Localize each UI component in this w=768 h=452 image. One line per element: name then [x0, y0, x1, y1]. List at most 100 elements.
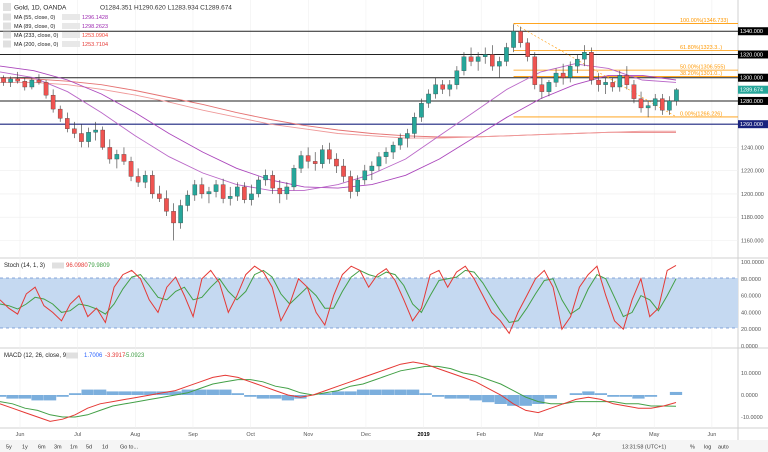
candle-body — [213, 184, 219, 192]
stoch-d-value: 79.9809 — [88, 263, 110, 269]
scale-option-button[interactable]: auto — [718, 445, 729, 451]
indicator-value: 1296.1428 — [82, 15, 108, 21]
macd-histogram-bar — [144, 391, 157, 395]
scale-option-button[interactable]: % — [690, 445, 695, 451]
macd-histogram-bar — [569, 393, 582, 395]
candle-body — [454, 70, 460, 85]
macd-histogram-bar — [68, 393, 82, 395]
settings-icon[interactable] — [52, 262, 64, 269]
price-axis[interactable] — [738, 0, 768, 258]
candle-body — [72, 128, 77, 134]
range-button[interactable]: 1m — [70, 445, 78, 451]
candle-body — [312, 161, 318, 164]
candle-body — [65, 118, 70, 129]
candle-body — [475, 56, 481, 62]
candle-body — [397, 137, 403, 146]
scale-option-button[interactable]: log — [704, 445, 711, 451]
collapse-icon[interactable] — [3, 3, 11, 11]
macd-histogram-bar — [532, 395, 545, 404]
candle-body — [419, 103, 424, 118]
candle-body — [1, 77, 6, 83]
range-button[interactable]: 5d — [86, 445, 92, 451]
range-button[interactable]: 3m — [54, 445, 62, 451]
candle-body — [575, 58, 580, 67]
candle-body — [157, 193, 162, 199]
macd-histogram-bar — [81, 389, 94, 395]
range-button[interactable]: 1d — [102, 445, 108, 451]
visibility-icon[interactable] — [3, 40, 11, 48]
candle-body — [171, 211, 176, 224]
candle-body — [50, 94, 56, 110]
candle-body — [291, 168, 297, 188]
candle-body — [249, 193, 254, 200]
candle-body — [192, 184, 198, 196]
stoch-tick-label: 40.0000 — [741, 310, 761, 316]
candle-body — [610, 82, 615, 88]
candle-body — [582, 52, 587, 60]
visibility-icon[interactable] — [3, 13, 11, 21]
time-tick-label: Apr — [592, 432, 601, 438]
range-button[interactable]: 1y — [22, 445, 28, 451]
visibility-icon[interactable] — [3, 22, 11, 30]
settings-icon[interactable] — [62, 14, 80, 20]
macd-histogram-bar — [469, 395, 482, 401]
price-label-box — [738, 120, 768, 129]
candle-body — [270, 175, 275, 189]
candle-body — [121, 154, 127, 162]
settings-icon[interactable] — [66, 352, 78, 359]
macd-histogram-bar — [669, 391, 683, 395]
ohlc-readout: O1284.351 H1290.620 L1283.934 C1289.674 — [100, 5, 232, 12]
candle-body — [546, 82, 552, 92]
candle-body — [298, 155, 304, 169]
candle-body — [79, 133, 84, 142]
candle-body — [43, 82, 49, 96]
horizontal-levels[interactable] — [0, 30, 738, 125]
price-pane[interactable] — [0, 0, 738, 258]
candle-body — [426, 93, 431, 104]
stoch-tick-label: 60.0000 — [741, 294, 761, 300]
candle-body — [674, 89, 679, 102]
stoch-tick-label: 0.0000 — [741, 344, 758, 350]
candle-body — [497, 61, 502, 67]
macd-histogram-bar — [457, 395, 470, 399]
macd-tick-label: 10.0000 — [741, 371, 761, 377]
settings-icon[interactable] — [62, 32, 80, 38]
macd-histogram-bar — [381, 389, 395, 395]
time-tick-label: Dec — [361, 432, 371, 438]
time-tick-label: Jul — [74, 432, 81, 438]
range-button[interactable]: Go to... — [120, 445, 139, 451]
macd-histogram-bar — [269, 395, 282, 399]
indicator-legend: MA (55, close, 0) 1296.1428 MA (89, close,… — [3, 13, 108, 48]
time-tick-label: Aug — [130, 432, 140, 438]
macd-histogram-bar — [31, 395, 44, 401]
price-label-box — [738, 73, 768, 82]
settings-icon[interactable] — [62, 41, 80, 47]
macd-lines — [0, 361, 683, 422]
range-button[interactable]: 6m — [38, 445, 46, 451]
settings-icon[interactable] — [62, 23, 80, 29]
price-tick-label: 1240.000 — [741, 145, 764, 151]
fib-trend-line[interactable] — [513, 23, 677, 118]
candle-body — [603, 82, 608, 85]
price-label-box — [738, 96, 768, 105]
visibility-icon[interactable] — [3, 31, 11, 39]
macd-tick-label: -10.0000 — [741, 415, 763, 421]
fib-label: 100.00%(1346.733) — [680, 18, 728, 24]
macd-histogram-bar — [394, 389, 407, 395]
candle-body — [596, 79, 601, 85]
price-tick-label: 1220.000 — [741, 169, 764, 175]
candle-body — [440, 84, 445, 90]
indicator-label: MA (89, close, 0) — [14, 24, 55, 30]
macd-histogram-bar — [219, 389, 232, 395]
indicator-label: MA (55, close, 0) — [14, 15, 55, 21]
candle-body — [242, 186, 247, 200]
footer-controls: 5y 1y 6m 3m 1m 5d 1d Go to...% log auto — [6, 445, 729, 451]
stoch-tick-label: 100.0000 — [741, 260, 764, 266]
candle-body — [362, 170, 368, 181]
candle-body — [185, 194, 190, 206]
time-tick-label: Jun — [707, 432, 716, 438]
range-button[interactable]: 5y — [6, 445, 12, 451]
macd-hist-value: 1.7006 — [84, 353, 103, 359]
candle-body — [412, 117, 417, 134]
candle-body — [553, 72, 559, 83]
